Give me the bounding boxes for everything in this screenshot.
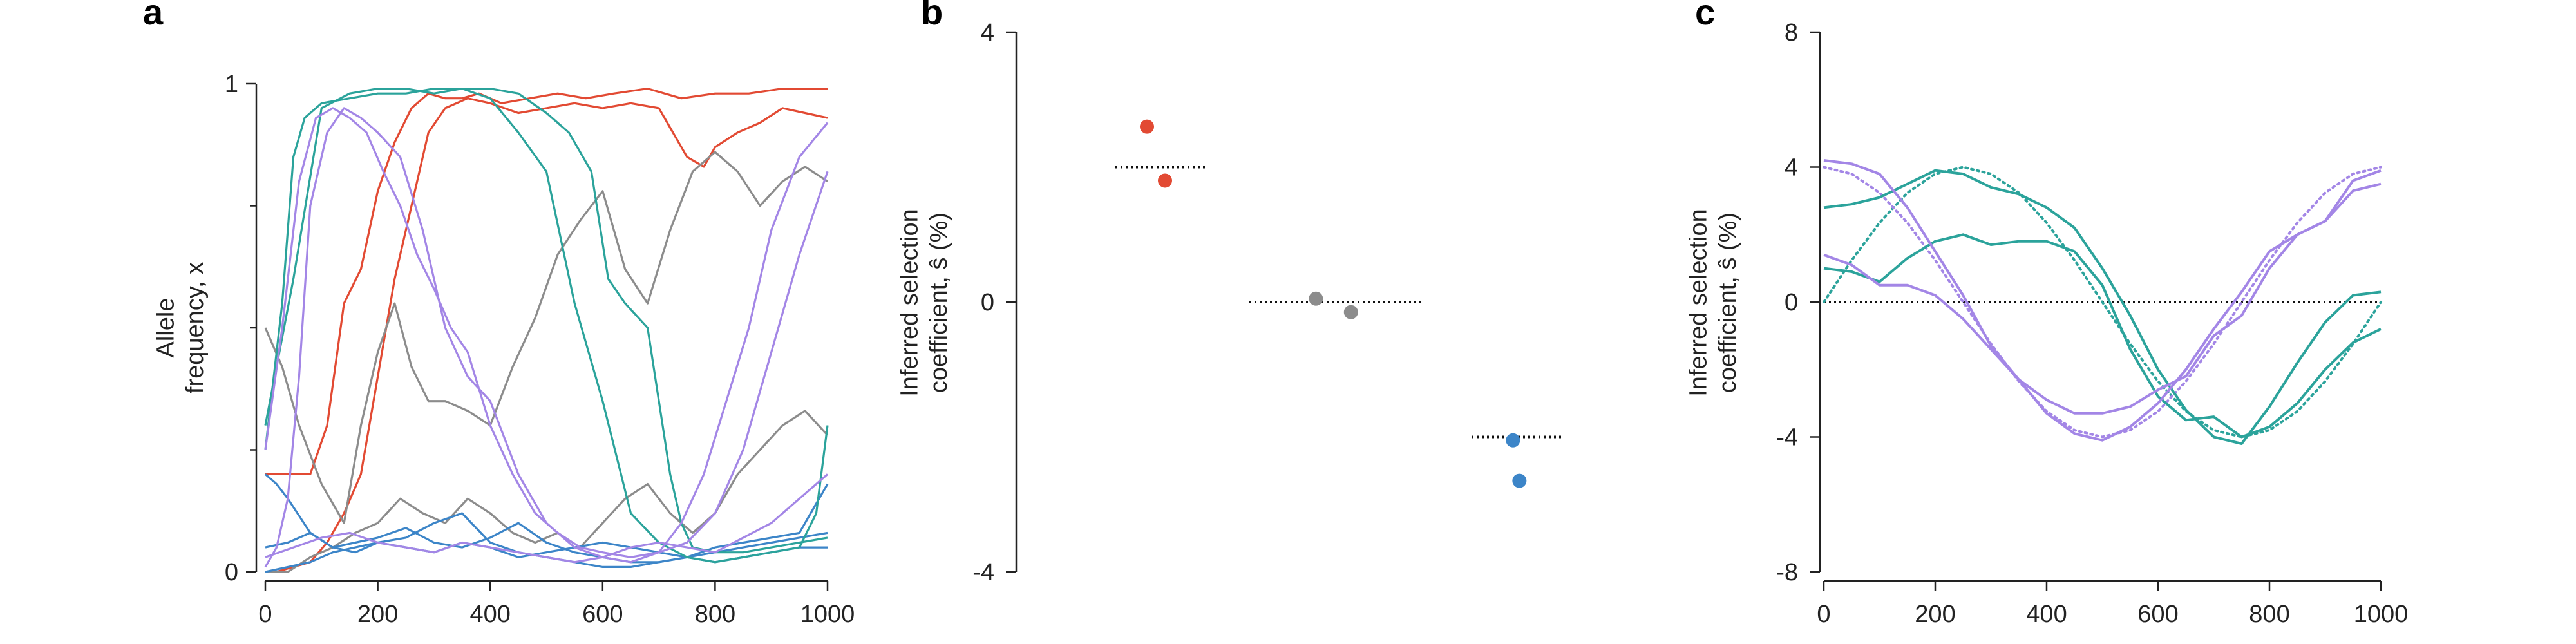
y-tick-label: -4: [972, 559, 994, 586]
x-tick-label: 0: [258, 601, 272, 628]
panel-letter: b: [921, 0, 943, 32]
allele-trajectory-purple: [264, 107, 829, 558]
y-axis-title-line: coefficient, ŝ (%): [1714, 213, 1741, 393]
y-tick-label: 4: [1785, 155, 1798, 182]
allele-trajectory-red: [265, 88, 828, 475]
x-tick-label: 800: [695, 601, 735, 628]
true-series-group: [1823, 166, 2382, 439]
inferred-point-red: [1140, 119, 1154, 134]
x-tick-label: 200: [1915, 601, 1955, 628]
true-selection-purple: [1823, 166, 2382, 439]
x-tick-label: 600: [582, 601, 623, 628]
x-tick-label: 400: [2026, 601, 2067, 628]
allele-trajectory-teal: [264, 88, 828, 554]
allele-trajectory-teal: [264, 88, 829, 564]
y-tick-label: 0: [225, 559, 238, 586]
x-tick-label: 400: [469, 601, 510, 628]
true-selection-teal: [1823, 166, 2382, 439]
allele-trajectory-gray: [265, 410, 829, 573]
y-axis-title-line: Allele: [152, 298, 179, 358]
y-tick-label: -4: [1776, 424, 1798, 451]
y-tick-label: 4: [981, 19, 994, 46]
y-axis-title: Inferred selectioncoefficient, ŝ (%): [1685, 209, 1741, 397]
y-tick-label: 0: [981, 289, 994, 316]
y-axis-title-line: Inferred selection: [1685, 209, 1712, 397]
inferred-point-gray: [1309, 291, 1323, 306]
x-tick-label: 200: [357, 601, 398, 628]
y-tick-label: 0: [1785, 289, 1798, 316]
inferred-point-blue: [1506, 433, 1520, 448]
inferred-series-group: [1823, 159, 2382, 445]
series-group: [264, 88, 829, 573]
inferred-selection-teal: [1823, 169, 2382, 445]
y-axis-title-line: Inferred selection: [896, 209, 923, 397]
inferred-selection-teal: [1823, 233, 2382, 439]
panel-c: c -8 -4 0 4 8 0 200 400 600 800 1000 Inferred select…: [1685, 0, 2408, 628]
allele-trajectory-red: [265, 97, 828, 573]
x-tick-label: 1000: [2354, 601, 2409, 628]
panel-letter: c: [1695, 0, 1715, 32]
panel-letter: a: [143, 0, 164, 32]
allele-trajectory-gray: [264, 151, 828, 524]
y-tick-label: -8: [1776, 559, 1798, 586]
x-tick-label: 600: [2137, 601, 2178, 628]
allele-trajectory-purple: [264, 107, 829, 568]
y-axis-title-line: frequency, x: [182, 262, 209, 393]
x-tick-label: 1000: [800, 601, 855, 628]
inferred-point-gray: [1343, 305, 1358, 319]
y-tick-label: 1: [225, 71, 238, 98]
inferred-selection-purple: [1823, 159, 2382, 415]
panel-a: a 0 1 0 200 400 600 800 1000 Allelefrequency, x: [143, 0, 855, 628]
inferred-selection-purple: [1823, 169, 2382, 442]
inferred-point-blue: [1512, 473, 1527, 488]
y-axis-title: Inferred selectioncoefficient, ŝ (%): [896, 209, 952, 397]
x-tick-label: 0: [1817, 601, 1830, 628]
panel-b: b -4 0 4 Inferred selectioncoefficient, ŝ (%…: [896, 0, 1564, 586]
y-axis-title: Allelefrequency, x: [152, 262, 209, 393]
x-tick-label: 800: [2249, 601, 2289, 628]
allele-trajectory-purple: [265, 473, 829, 564]
y-tick-label: 8: [1785, 19, 1798, 46]
y-axis-title-line: coefficient, ŝ (%): [925, 213, 952, 393]
inferred-point-red: [1158, 173, 1172, 188]
